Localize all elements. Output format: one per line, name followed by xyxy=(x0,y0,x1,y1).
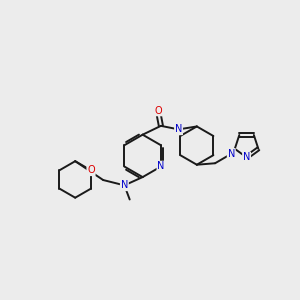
Text: O: O xyxy=(154,106,162,116)
Text: N: N xyxy=(175,124,182,134)
Text: O: O xyxy=(87,165,95,175)
Text: N: N xyxy=(121,180,128,190)
Text: N: N xyxy=(243,152,250,162)
Text: N: N xyxy=(157,161,165,172)
Text: N: N xyxy=(228,149,235,159)
